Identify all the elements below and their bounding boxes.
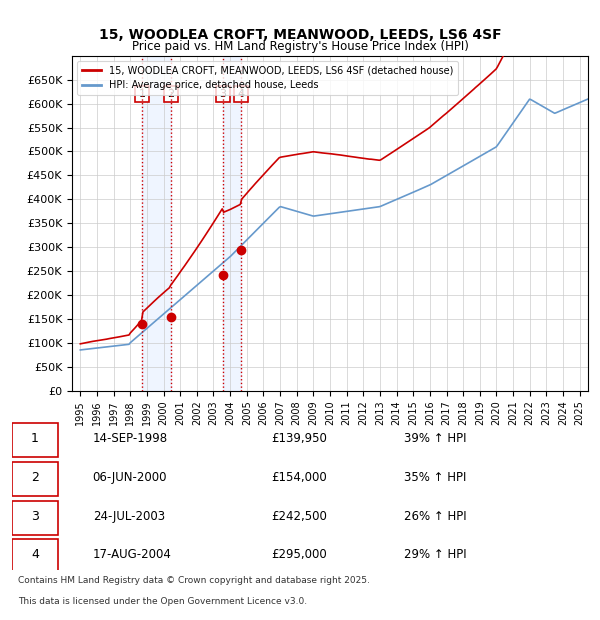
Text: 4: 4 bbox=[237, 89, 244, 99]
Text: 17-AUG-2004: 17-AUG-2004 bbox=[92, 549, 172, 561]
Text: 4: 4 bbox=[31, 549, 39, 561]
Text: £242,500: £242,500 bbox=[271, 510, 327, 523]
Text: Price paid vs. HM Land Registry's House Price Index (HPI): Price paid vs. HM Land Registry's House … bbox=[131, 40, 469, 53]
Text: This data is licensed under the Open Government Licence v3.0.: This data is licensed under the Open Gov… bbox=[18, 598, 307, 606]
Text: £154,000: £154,000 bbox=[271, 471, 327, 484]
Text: 2: 2 bbox=[31, 471, 39, 484]
Text: 3: 3 bbox=[31, 510, 39, 523]
Legend: 15, WOODLEA CROFT, MEANWOOD, LEEDS, LS6 4SF (detached house), HPI: Average price: 15, WOODLEA CROFT, MEANWOOD, LEEDS, LS6 … bbox=[77, 61, 458, 95]
Bar bbox=[223, 56, 241, 391]
Bar bbox=[142, 56, 171, 391]
Text: 26% ↑ HPI: 26% ↑ HPI bbox=[404, 510, 466, 523]
FancyBboxPatch shape bbox=[12, 501, 58, 534]
Text: 06-JUN-2000: 06-JUN-2000 bbox=[92, 471, 167, 484]
Text: 14-SEP-1998: 14-SEP-1998 bbox=[92, 432, 168, 445]
Text: 15, WOODLEA CROFT, MEANWOOD, LEEDS, LS6 4SF: 15, WOODLEA CROFT, MEANWOOD, LEEDS, LS6 … bbox=[98, 28, 502, 42]
Text: 35% ↑ HPI: 35% ↑ HPI bbox=[404, 471, 466, 484]
Text: £295,000: £295,000 bbox=[271, 549, 327, 561]
Text: Contains HM Land Registry data © Crown copyright and database right 2025.: Contains HM Land Registry data © Crown c… bbox=[18, 576, 370, 585]
Text: 1: 1 bbox=[139, 89, 146, 99]
Text: 29% ↑ HPI: 29% ↑ HPI bbox=[404, 549, 466, 561]
FancyBboxPatch shape bbox=[12, 423, 58, 457]
Text: 24-JUL-2003: 24-JUL-2003 bbox=[92, 510, 165, 523]
Text: 1: 1 bbox=[31, 432, 39, 445]
Text: 39% ↑ HPI: 39% ↑ HPI bbox=[404, 432, 466, 445]
Text: 3: 3 bbox=[220, 89, 226, 99]
FancyBboxPatch shape bbox=[12, 539, 58, 574]
FancyBboxPatch shape bbox=[12, 462, 58, 496]
Text: 2: 2 bbox=[167, 89, 174, 99]
Text: £139,950: £139,950 bbox=[271, 432, 327, 445]
